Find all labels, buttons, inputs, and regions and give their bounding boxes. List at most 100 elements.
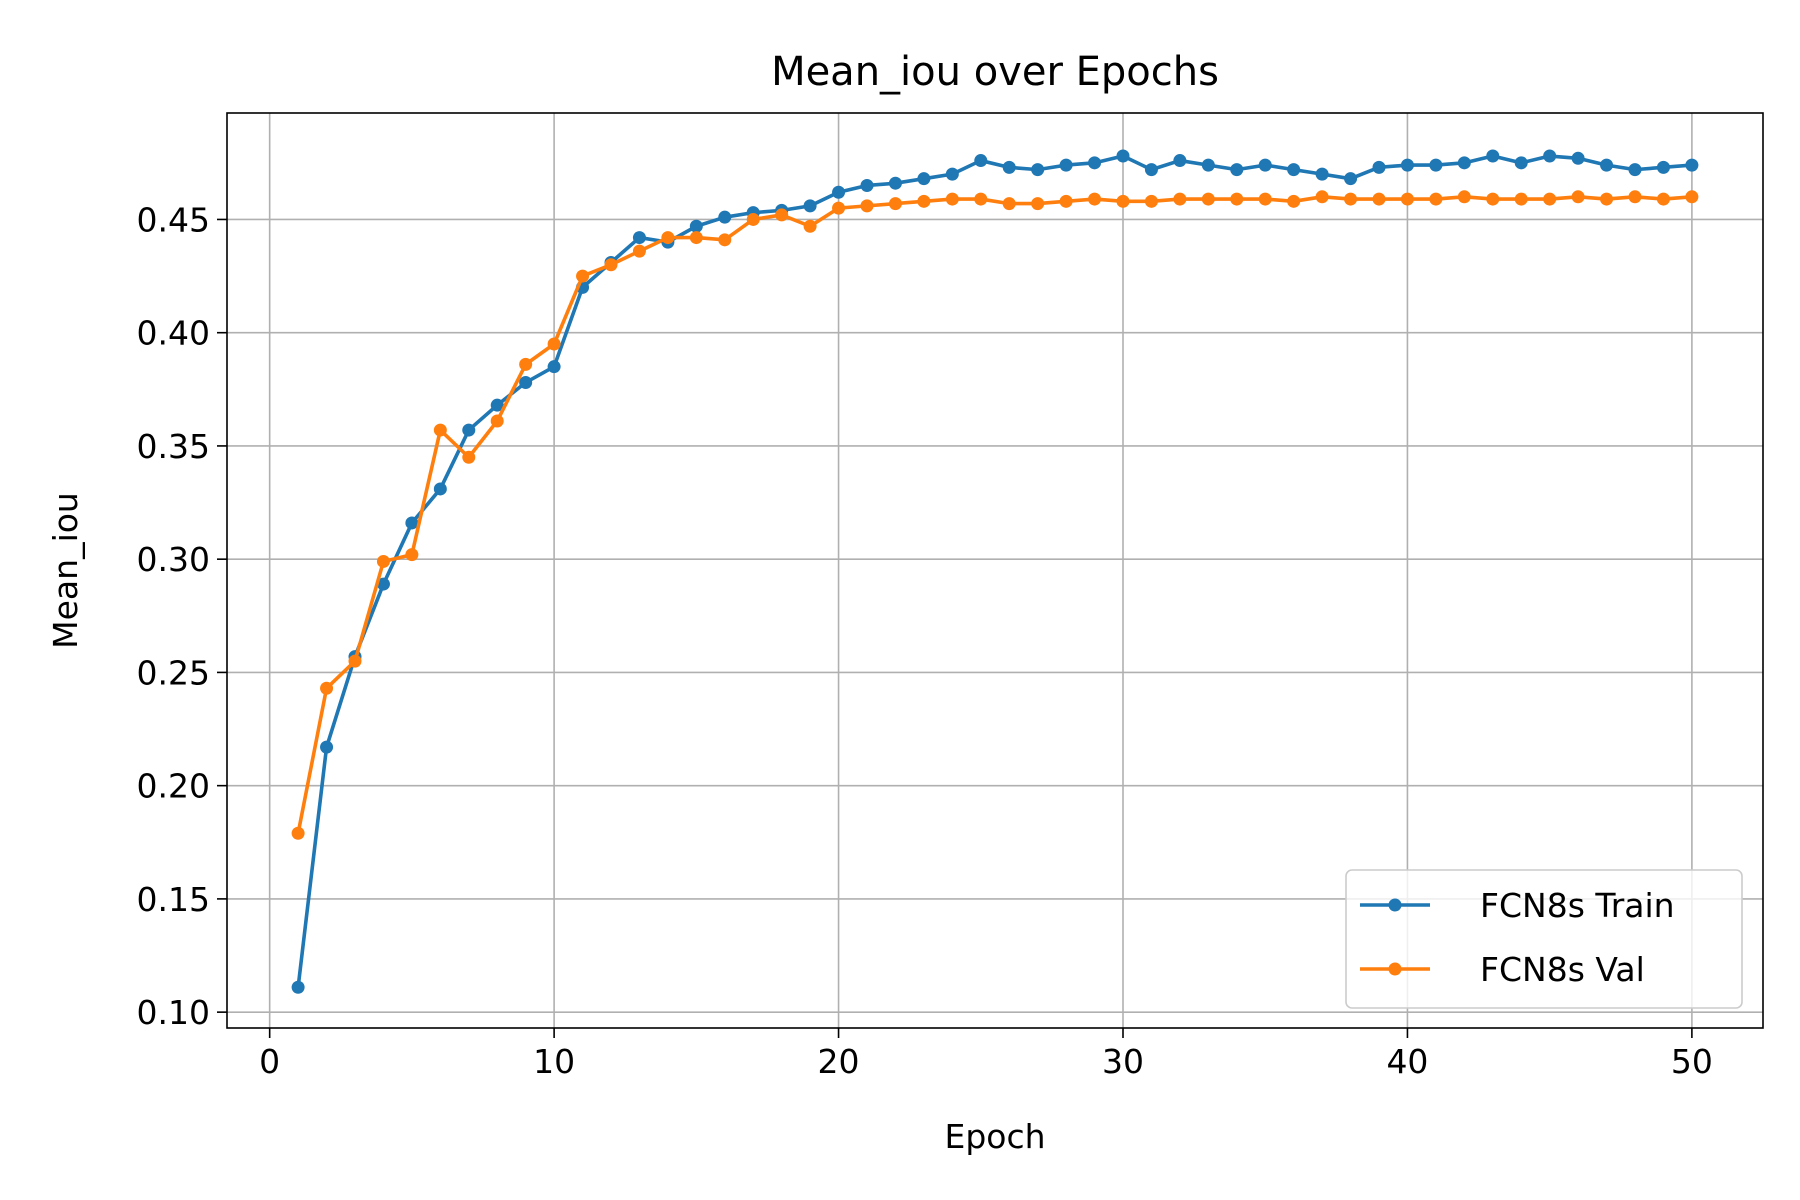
data-point	[888, 197, 902, 211]
data-point	[1031, 163, 1045, 177]
data-point	[1002, 197, 1016, 211]
data-point	[405, 516, 419, 530]
data-point	[945, 167, 959, 181]
data-point	[1457, 156, 1471, 170]
data-point	[1457, 190, 1471, 204]
data-point	[689, 219, 703, 233]
data-point	[1486, 192, 1500, 206]
data-point	[1258, 192, 1272, 206]
data-point	[661, 231, 675, 245]
data-point	[1002, 160, 1016, 174]
data-point	[1315, 190, 1329, 204]
data-point	[746, 212, 760, 226]
data-point	[860, 178, 874, 192]
data-point	[1400, 158, 1414, 172]
x-tick-label: 50	[1671, 1042, 1713, 1081]
data-point	[490, 398, 504, 412]
data-point	[1315, 167, 1329, 181]
data-point	[1628, 190, 1642, 204]
data-point	[803, 219, 817, 233]
data-point	[888, 176, 902, 190]
chart-title: Mean_iou over Epochs	[771, 49, 1219, 95]
data-point	[1429, 158, 1443, 172]
data-point	[917, 194, 931, 208]
grid	[227, 113, 1763, 1028]
data-point	[320, 740, 334, 754]
data-point	[547, 360, 561, 374]
series-val	[291, 190, 1699, 840]
data-point	[519, 357, 533, 371]
data-point	[576, 269, 590, 283]
data-point	[1144, 194, 1158, 208]
data-point	[1685, 158, 1699, 172]
data-point	[1429, 192, 1443, 206]
x-tick-label: 40	[1386, 1042, 1428, 1081]
data-point	[860, 199, 874, 213]
x-tick-label: 30	[1102, 1042, 1144, 1081]
data-point	[1543, 192, 1557, 206]
data-point	[1059, 158, 1073, 172]
data-point	[1514, 156, 1528, 170]
data-point	[376, 554, 390, 568]
y-axis-title: Mean_iou	[46, 492, 85, 649]
plot-frame	[226, 112, 1764, 1029]
data-point	[803, 199, 817, 213]
data-point	[1372, 160, 1386, 174]
data-point	[1088, 192, 1102, 206]
x-tick-label: 20	[818, 1042, 860, 1081]
data-point	[775, 208, 789, 222]
legend: FCN8s Train FCN8s Val	[1345, 869, 1743, 1009]
data-point	[433, 423, 447, 437]
data-point	[1230, 163, 1244, 177]
y-tick-label: 0.35	[137, 427, 210, 466]
data-point	[1088, 156, 1102, 170]
legend-label: FCN8s Train	[1480, 886, 1675, 925]
data-point	[1059, 194, 1073, 208]
data-point	[320, 681, 334, 695]
data-point	[632, 231, 646, 245]
data-point	[291, 980, 305, 994]
data-point	[632, 244, 646, 258]
x-tick-label: 10	[533, 1042, 575, 1081]
data-point	[1116, 149, 1130, 163]
data-point	[405, 548, 419, 562]
data-point	[945, 192, 959, 206]
data-point	[832, 201, 846, 215]
y-tick-label: 0.15	[137, 880, 210, 919]
data-point	[1543, 149, 1557, 163]
data-point	[1600, 158, 1614, 172]
data-point	[1571, 151, 1585, 165]
data-point	[1400, 192, 1414, 206]
data-point	[974, 192, 988, 206]
y-tick-label: 0.40	[137, 314, 210, 353]
y-tick-label: 0.20	[137, 767, 210, 806]
y-tick-label: 0.45	[137, 200, 210, 239]
legend-marker	[1388, 898, 1402, 912]
data-point	[1173, 154, 1187, 168]
data-point	[1344, 192, 1358, 206]
data-point	[1031, 197, 1045, 211]
data-point	[689, 231, 703, 245]
x-axis-title: Epoch	[944, 1117, 1045, 1156]
data-point	[1201, 192, 1215, 206]
data-point	[348, 654, 362, 668]
data-point	[490, 414, 504, 428]
data-point	[1486, 149, 1500, 163]
data-point	[519, 376, 533, 390]
legend-box	[1345, 869, 1743, 1009]
y-tick-label: 0.30	[137, 540, 210, 579]
y-tick-label: 0.25	[137, 653, 210, 692]
data-point	[604, 258, 618, 272]
y-tick-label: 0.10	[137, 993, 210, 1032]
data-point	[1514, 192, 1528, 206]
data-point	[832, 185, 846, 199]
data-point	[1344, 172, 1358, 186]
data-point	[433, 482, 447, 496]
data-point	[917, 172, 931, 186]
data-point	[376, 577, 390, 591]
data-point	[1287, 194, 1301, 208]
data-point	[1230, 192, 1244, 206]
data-point	[1201, 158, 1215, 172]
data-point	[547, 337, 561, 351]
